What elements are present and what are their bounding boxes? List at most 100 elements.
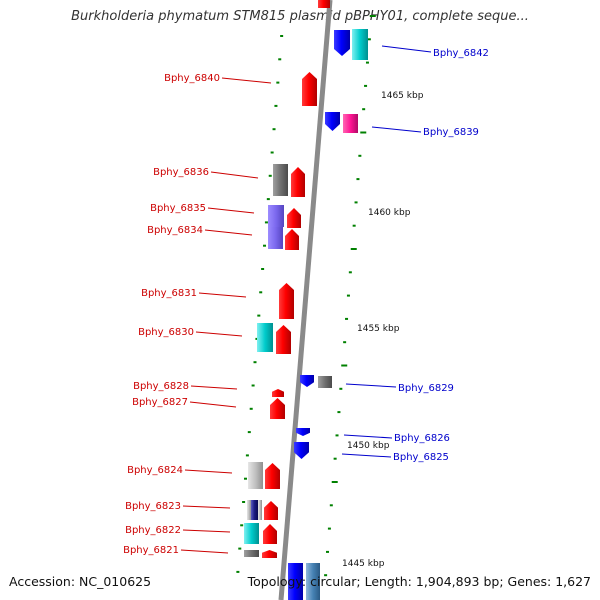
leader-line <box>182 505 231 509</box>
gene-arrow <box>302 72 317 106</box>
gene-label-bphy-6823[interactable]: Bphy_6823 <box>125 501 181 512</box>
gene-label-bphy-6822[interactable]: Bphy_6822 <box>125 525 181 536</box>
tick-mark <box>365 61 369 64</box>
tick-mark <box>242 501 246 503</box>
leader-line <box>204 229 253 236</box>
tick-mark <box>255 337 259 340</box>
tick-mark <box>259 291 263 294</box>
tick-mark <box>324 574 328 577</box>
leader-line <box>221 77 272 84</box>
tick-mark <box>251 384 255 387</box>
gene-label-bphy-6821[interactable]: Bphy_6821 <box>123 545 179 556</box>
gene-label-bphy-6828[interactable]: Bphy_6828 <box>133 381 189 392</box>
tick-mark <box>268 174 272 177</box>
cog-box <box>318 376 332 388</box>
gene-arrow <box>265 463 280 489</box>
leader-line <box>195 331 243 337</box>
cog-box <box>273 164 288 196</box>
cog-box <box>248 462 263 489</box>
gene-arrow <box>294 442 309 459</box>
gene-label-bphy-6842[interactable]: Bphy_6842 <box>433 48 489 59</box>
leader-line <box>381 45 432 53</box>
gene-label-bphy-6827[interactable]: Bphy_6827 <box>132 397 188 408</box>
gene-label-bphy-6826[interactable]: Bphy_6826 <box>394 433 450 444</box>
tick-mark <box>329 504 333 507</box>
cog-box <box>343 114 358 133</box>
cog-box <box>352 29 368 60</box>
leader-line <box>189 401 237 408</box>
tick-mark <box>327 527 331 530</box>
gene-label-bphy-6839[interactable]: Bphy_6839 <box>423 127 479 138</box>
gene-arrow <box>276 325 291 354</box>
gene-arrow <box>285 229 299 250</box>
gene-label-bphy-6830[interactable]: Bphy_6830 <box>138 327 194 338</box>
leader-line <box>341 453 392 458</box>
axis-tick-label: 1445 kbp <box>342 559 385 569</box>
tick-mark <box>367 38 371 41</box>
tick-marks <box>236 15 376 577</box>
tick-mark <box>362 108 366 111</box>
gene-label-bphy-6829[interactable]: Bphy_6829 <box>398 383 454 394</box>
tick-mark <box>348 271 352 274</box>
axis-tick-label: 1450 kbp <box>347 441 390 451</box>
cog-box <box>268 205 284 227</box>
gene-label-bphy-6840[interactable]: Bphy_6840 <box>164 73 220 84</box>
gene-arrow <box>263 524 277 544</box>
tick-mark <box>270 151 274 154</box>
leader-line <box>210 171 259 179</box>
backbone-line <box>278 0 333 600</box>
tick-mark <box>346 294 350 297</box>
axis-tick-label: 1460 kbp <box>368 208 411 218</box>
tick-mark <box>276 81 280 84</box>
tick-mark <box>274 104 278 107</box>
gene-arrow <box>291 167 305 197</box>
cog-box <box>247 500 251 520</box>
tick-mark <box>238 547 242 550</box>
cog-box <box>251 500 258 520</box>
tick-mark <box>339 387 343 390</box>
gene-label-bphy-6824[interactable]: Bphy_6824 <box>127 465 183 476</box>
tick-mark <box>345 317 349 320</box>
tick-mark <box>243 477 247 480</box>
tick-mark <box>264 221 268 224</box>
genome-summary-text: Topology: circular; Length: 1,904,893 bp… <box>247 574 591 589</box>
tick-mark <box>257 314 261 317</box>
gene-arrows <box>262 0 350 558</box>
gene-arrow <box>287 208 301 228</box>
gene-label-bphy-6835[interactable]: Bphy_6835 <box>150 203 206 214</box>
tick-mark <box>360 131 367 134</box>
leader-line <box>184 469 233 474</box>
tick-mark <box>358 154 362 157</box>
tick-mark <box>337 411 341 414</box>
gene-label-bphy-6831[interactable]: Bphy_6831 <box>141 288 197 299</box>
cog-boxes <box>244 29 368 600</box>
leader-line <box>345 383 397 388</box>
tick-mark <box>352 224 356 227</box>
leader-line <box>207 207 255 214</box>
tick-mark <box>266 198 270 201</box>
tick-mark <box>341 364 348 367</box>
tick-mark <box>343 341 347 344</box>
tick-mark <box>240 524 244 527</box>
cog-box <box>288 563 303 600</box>
tick-mark <box>245 454 249 457</box>
axis-tick-label: 1465 kbp <box>381 91 424 101</box>
tick-mark <box>350 248 357 250</box>
tick-mark <box>280 35 284 37</box>
axis-tick-label: 1455 kbp <box>357 324 400 334</box>
gene-label-bphy-6836[interactable]: Bphy_6836 <box>153 167 209 178</box>
gene-label-bphy-6834[interactable]: Bphy_6834 <box>147 225 203 236</box>
leader-line <box>198 292 247 298</box>
cog-box <box>244 550 259 557</box>
tick-mark <box>335 434 339 437</box>
tick-mark <box>263 244 267 247</box>
cog-box <box>258 500 262 520</box>
tick-mark <box>364 84 368 87</box>
gene-arrow <box>279 283 294 319</box>
tick-mark <box>331 481 338 483</box>
tick-mark <box>356 178 360 181</box>
gene-label-bphy-6825[interactable]: Bphy_6825 <box>393 452 449 463</box>
gene-arrow <box>300 375 314 387</box>
tick-mark <box>354 201 358 204</box>
